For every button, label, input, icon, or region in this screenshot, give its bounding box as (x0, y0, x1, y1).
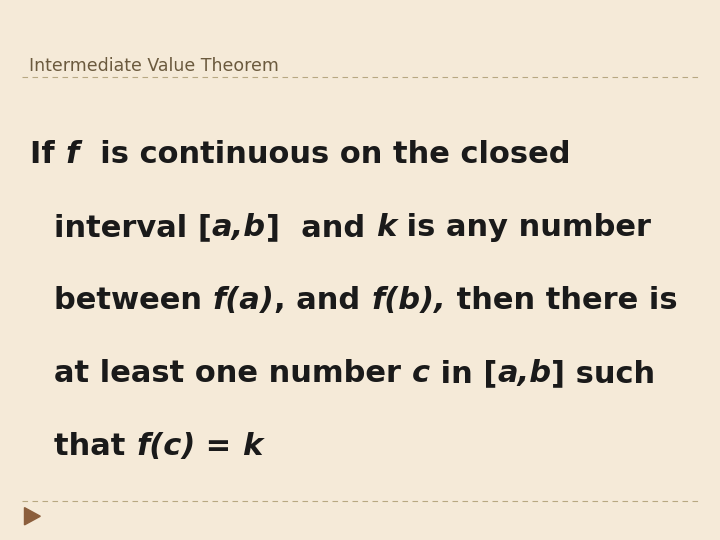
Text: between: between (54, 286, 212, 315)
Text: at least one number: at least one number (54, 359, 412, 388)
Text: f(c): f(c) (136, 432, 195, 461)
Text: then there is: then there is (446, 286, 678, 315)
Text: is any number: is any number (396, 213, 651, 242)
Text: =: = (195, 432, 242, 461)
Text: a,b: a,b (497, 359, 552, 388)
Text: ] such: ] such (552, 359, 655, 388)
Text: ]  and: ] and (266, 213, 376, 242)
Text: interval [: interval [ (54, 213, 212, 242)
Text: a,b: a,b (212, 213, 266, 242)
Text: , and: , and (274, 286, 372, 315)
Text: f: f (66, 140, 78, 170)
Text: k: k (242, 432, 263, 461)
Text: k: k (376, 213, 396, 242)
Text: f(b),: f(b), (372, 286, 446, 315)
Text: that: that (54, 432, 136, 461)
Text: f(a): f(a) (212, 286, 274, 315)
Text: c: c (412, 359, 430, 388)
Polygon shape (24, 508, 40, 525)
Text: in [: in [ (430, 359, 497, 388)
Text: is continuous on the closed: is continuous on the closed (78, 140, 570, 170)
Text: Intermediate Value Theorem: Intermediate Value Theorem (29, 57, 279, 75)
Text: If: If (30, 140, 66, 170)
